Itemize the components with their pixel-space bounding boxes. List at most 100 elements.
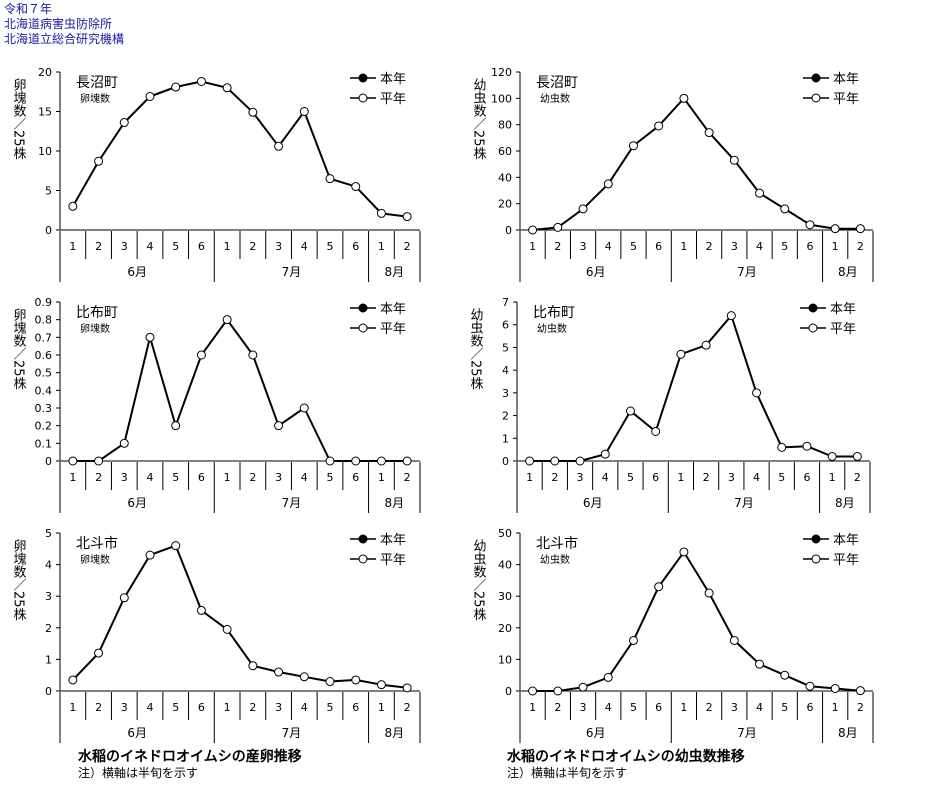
data-point <box>376 208 386 218</box>
legend-current-label: 本年 <box>833 72 859 87</box>
x-tick-label: 2 <box>95 471 102 484</box>
y-axis-label: 卵塊数／25株 <box>11 78 27 160</box>
data-point <box>676 349 686 359</box>
y-tick-label: 60 <box>498 145 512 158</box>
data-point <box>805 220 815 230</box>
data-point <box>402 456 412 466</box>
x-tick-label: 2 <box>249 240 256 253</box>
legend-normal-marker <box>358 554 368 564</box>
chart-panel: 0 20 40 60 80 100 120 幼虫数／25株 1 2 3 4 5 6 1 2 3 4 5 6 1 2 6月 7月… <box>471 66 874 282</box>
x-tick-label: 1 <box>829 471 836 484</box>
month-label: 7月 <box>737 265 757 279</box>
y-tick-label: 6 <box>502 319 509 332</box>
y-tick-label: 3 <box>45 590 52 603</box>
data-point <box>755 659 765 669</box>
data-point <box>119 438 129 448</box>
data-point <box>729 635 739 645</box>
x-tick-label: 4 <box>602 471 609 484</box>
x-tick-label: 3 <box>728 471 735 484</box>
legend-current-marker <box>811 73 821 83</box>
x-tick-label: 1 <box>69 701 76 714</box>
month-label: 8月 <box>835 496 855 510</box>
x-tick-label: 6 <box>198 471 205 484</box>
data-point <box>145 332 155 342</box>
y-axis-label: 卵塊数／25株 <box>11 539 27 621</box>
data-point <box>274 141 284 151</box>
data-point <box>171 82 181 92</box>
data-point <box>755 188 765 198</box>
x-tick-label: 6 <box>655 701 662 714</box>
x-tick-label: 6 <box>352 701 359 714</box>
data-point <box>628 141 638 151</box>
x-tick-label: 2 <box>857 240 864 253</box>
x-tick-label: 1 <box>378 701 385 714</box>
month-label: 6月 <box>583 496 603 510</box>
data-point <box>274 421 284 431</box>
x-tick-label: 2 <box>404 471 411 484</box>
month-label: 6月 <box>586 726 606 740</box>
month-label: 8月 <box>838 726 858 740</box>
x-tick-label: 1 <box>832 701 839 714</box>
data-point <box>830 224 840 234</box>
x-tick-label: 3 <box>275 240 282 253</box>
header: 令和７年 北海道病害虫防除所 北海道立総合研究機構 <box>4 2 124 47</box>
y-tick-label: 100 <box>491 92 512 105</box>
x-tick-label: 5 <box>781 240 788 253</box>
data-point <box>679 547 689 557</box>
x-tick-label: 6 <box>803 471 810 484</box>
y-tick-label: 7 <box>502 296 509 309</box>
chart-location: 比布町 <box>533 305 575 321</box>
data-point <box>68 675 78 685</box>
data-point <box>351 675 361 685</box>
y-tick-label: 0.5 <box>35 367 53 380</box>
x-tick-label: 4 <box>147 701 154 714</box>
data-point <box>196 605 206 615</box>
y-tick-label: 20 <box>498 622 512 635</box>
chart-location: 北斗市 <box>76 535 118 552</box>
data-point <box>855 686 865 696</box>
data-point <box>248 350 258 360</box>
legend-normal-marker <box>358 93 368 103</box>
y-tick-label: 5 <box>502 341 509 354</box>
x-tick-label: 2 <box>95 701 102 714</box>
y-tick-label: 120 <box>491 66 512 79</box>
chart-subtitle: 卵塊数 <box>80 322 110 335</box>
data-point <box>525 456 535 466</box>
y-tick-label: 2 <box>45 622 52 635</box>
series-line <box>532 97 861 231</box>
legend-current-marker <box>358 534 368 544</box>
legend-normal-label: 平年 <box>830 322 856 337</box>
data-point <box>325 456 335 466</box>
y-tick-label: 20 <box>498 198 512 211</box>
header-year: 令和７年 <box>4 2 53 16</box>
x-tick-label: 1 <box>224 471 231 484</box>
data-point <box>299 403 309 413</box>
series-line <box>532 551 861 692</box>
x-tick-label: 2 <box>854 471 861 484</box>
x-tick-label: 2 <box>706 240 713 253</box>
y-tick-label: 10 <box>38 145 52 158</box>
x-tick-label: 2 <box>551 471 558 484</box>
x-tick-label: 4 <box>605 701 612 714</box>
data-point <box>119 593 129 603</box>
month-label: 8月 <box>384 726 404 740</box>
x-tick-label: 4 <box>301 471 308 484</box>
legend-normal-marker <box>811 93 821 103</box>
x-tick-label: 6 <box>352 240 359 253</box>
left-caption-note: 注）横軸は半旬を示す <box>78 766 199 780</box>
legend-normal-label: 平年 <box>380 322 406 337</box>
data-point <box>248 107 258 117</box>
x-tick-label: 5 <box>327 701 334 714</box>
data-point <box>351 456 361 466</box>
data-point <box>578 682 588 692</box>
x-tick-label: 6 <box>655 240 662 253</box>
y-tick-label: 3 <box>502 387 509 400</box>
chart-location: 北斗市 <box>536 535 578 552</box>
month-label: 7月 <box>734 496 754 510</box>
x-tick-label: 1 <box>69 471 76 484</box>
y-tick-label: 30 <box>498 590 512 603</box>
data-point <box>351 182 361 192</box>
x-tick-label: 3 <box>121 701 128 714</box>
